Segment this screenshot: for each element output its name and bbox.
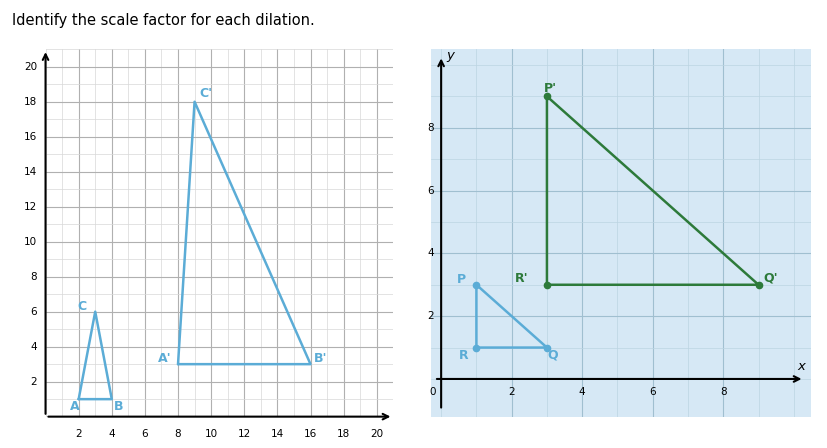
Text: R: R [458,349,468,362]
Text: 6: 6 [427,185,433,196]
Text: 14: 14 [270,429,284,439]
Text: 4: 4 [108,429,115,439]
Text: 10: 10 [204,429,218,439]
Text: 8: 8 [719,387,726,397]
Text: 20: 20 [370,429,383,439]
Text: x: x [796,360,804,373]
Text: 16: 16 [304,429,317,439]
Text: 10: 10 [24,237,37,247]
Text: 2: 2 [508,387,514,397]
Text: 12: 12 [237,429,251,439]
Text: y: y [446,49,454,62]
Text: 2: 2 [75,429,82,439]
Text: Identify the scale factor for each dilation.: Identify the scale factor for each dilat… [12,13,315,28]
Text: 4: 4 [427,248,433,258]
Text: 2: 2 [31,377,37,387]
Text: 8: 8 [427,123,433,133]
Text: 12: 12 [24,202,37,212]
Text: B': B' [313,353,327,366]
Text: 18: 18 [24,97,37,107]
Text: 8: 8 [31,271,37,282]
Text: C': C' [199,86,213,99]
Text: C: C [77,300,86,313]
Text: B: B [113,400,122,413]
Text: A: A [70,400,80,413]
Text: 6: 6 [31,307,37,317]
Text: A': A' [158,353,171,366]
Text: 6: 6 [141,429,148,439]
Text: 20: 20 [24,62,37,72]
Text: 6: 6 [648,387,655,397]
Text: 4: 4 [578,387,585,397]
Text: P: P [457,273,466,286]
Text: R': R' [514,271,528,284]
Text: 2: 2 [427,311,433,321]
Text: P': P' [543,82,556,95]
Text: 8: 8 [174,429,181,439]
Text: 4: 4 [31,342,37,352]
Text: 14: 14 [24,167,37,177]
Text: Q: Q [547,349,557,362]
Text: 16: 16 [24,132,37,142]
Text: 18: 18 [337,429,350,439]
Text: 0: 0 [429,387,435,397]
Text: Q': Q' [762,271,777,284]
